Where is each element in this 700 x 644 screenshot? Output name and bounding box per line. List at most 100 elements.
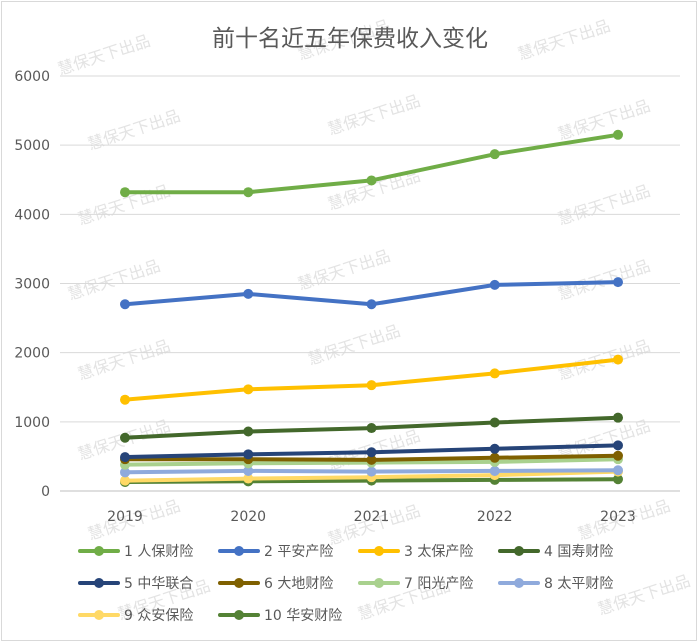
series-2-平安产险 [120, 277, 623, 310]
y-tick-label: 5000 [14, 138, 50, 154]
data-point [489, 452, 500, 463]
series-1-人保财险 [120, 129, 623, 198]
data-point [243, 288, 254, 299]
legend-entry: 3 太保产险 [358, 544, 473, 560]
data-point [366, 447, 377, 458]
watermark-text: 慧保天下出品 [555, 256, 652, 304]
legend-entry: 8 太平财险 [498, 576, 613, 592]
data-point [366, 423, 377, 434]
data-point [366, 454, 377, 465]
x-tick-label: 2023 [600, 509, 636, 525]
data-point [489, 368, 500, 379]
legend-label: 1 人保财险 [124, 544, 193, 560]
legend-label: 6 大地财险 [264, 576, 333, 592]
legend-entry: 4 国寿财险 [498, 543, 613, 560]
x-tick-label: 2020 [230, 509, 266, 525]
data-point [489, 279, 500, 290]
data-point [243, 426, 254, 437]
legend-entry: 7 阳光产险 [358, 576, 473, 592]
data-point [243, 473, 254, 484]
data-point [243, 187, 254, 198]
y-tick-label: 2000 [14, 346, 50, 362]
x-tick-label: 2021 [354, 509, 390, 525]
legend-swatch-marker [94, 578, 104, 588]
legend-swatch-marker [234, 578, 244, 588]
y-tick-label: 1000 [14, 415, 50, 431]
data-point [613, 354, 623, 365]
legend-label: 8 太平财险 [544, 576, 613, 592]
data-point [613, 412, 623, 423]
watermark-text: 慧保天下出品 [555, 181, 652, 229]
watermark-text: 慧保天下出品 [65, 256, 162, 304]
data-point [120, 432, 130, 443]
data-point [613, 277, 623, 288]
watermark-text: 慧保天下出品 [305, 321, 402, 369]
data-point [613, 440, 623, 451]
x-tick-label: 2022 [477, 509, 513, 525]
watermark-text: 慧保天下出品 [85, 106, 182, 154]
data-point [120, 299, 130, 310]
data-point [120, 475, 130, 486]
legend-swatch-marker [234, 546, 244, 556]
x-tick-label: 2019 [107, 509, 143, 525]
y-tick-label: 6000 [14, 69, 50, 85]
series-layer [120, 129, 623, 488]
data-point [243, 465, 254, 476]
data-point [613, 129, 623, 140]
legend-entry: 10 华安财险 [218, 608, 342, 624]
legend-label: 9 众安保险 [124, 608, 193, 624]
data-point [120, 187, 130, 198]
legend-label: 4 国寿财险 [544, 543, 613, 560]
legend-swatch-marker [94, 610, 104, 620]
legend-swatch-marker [514, 578, 524, 588]
series-5-中华联合 [120, 440, 623, 463]
legend-entry: 6 大地财险 [218, 576, 333, 592]
legend-label: 5 中华联合 [124, 576, 193, 592]
data-point [243, 384, 254, 395]
series-8-太平财险 [120, 465, 623, 478]
legend: 1 人保财险 2 平安产险 3 太保产险 4 国寿财险 5 中华联合 6 大地财险 7 阳光… [78, 543, 613, 624]
data-point [366, 380, 377, 391]
y-axis-tick-labels: 0 1000 2000 3000 4000 5000 6000 [14, 69, 50, 500]
legend-swatch-marker [234, 610, 244, 620]
data-point [120, 467, 130, 478]
legend-swatch-marker [514, 546, 524, 556]
series-line [123, 357, 620, 402]
data-point [489, 149, 500, 160]
data-point [489, 465, 500, 476]
data-point [613, 450, 623, 461]
legend-entry: 1 人保财险 [78, 544, 193, 560]
data-point [120, 394, 130, 405]
data-point [366, 175, 377, 186]
chart-title: 前十名近五年保费收入变化 [212, 26, 488, 52]
watermark-text: 慧保天下出品 [515, 16, 612, 64]
data-point [489, 443, 500, 454]
data-point [366, 299, 377, 310]
legend-swatch-marker [374, 578, 384, 588]
y-tick-label: 0 [41, 484, 50, 500]
data-point [613, 474, 623, 485]
legend-label: 3 太保产险 [404, 544, 473, 560]
y-tick-label: 4000 [14, 207, 50, 223]
y-tick-label: 3000 [14, 277, 50, 293]
legend-swatch-marker [94, 546, 104, 556]
watermark-text: 慧保天下出品 [75, 336, 172, 384]
series-4-国寿财险 [120, 412, 623, 443]
legend-entry: 9 众安保险 [78, 608, 193, 624]
data-point [613, 465, 623, 476]
data-point [489, 417, 500, 428]
watermark-text: 慧保天下出品 [325, 91, 422, 139]
legend-swatch-marker [374, 546, 384, 556]
legend-entry: 2 平安产险 [218, 544, 333, 560]
legend-label: 10 华安财险 [264, 608, 342, 624]
data-point [120, 452, 130, 463]
legend-label: 7 阳光产险 [404, 576, 473, 592]
watermark-text: 慧保天下出品 [295, 246, 392, 294]
series-3-太保产险 [120, 354, 623, 405]
legend-entry: 5 中华联合 [78, 576, 193, 592]
data-point [243, 449, 254, 460]
x-axis-tick-labels: 2019 2020 2021 2022 2023 [107, 509, 636, 525]
watermark-text: 慧保天下出品 [55, 31, 152, 79]
